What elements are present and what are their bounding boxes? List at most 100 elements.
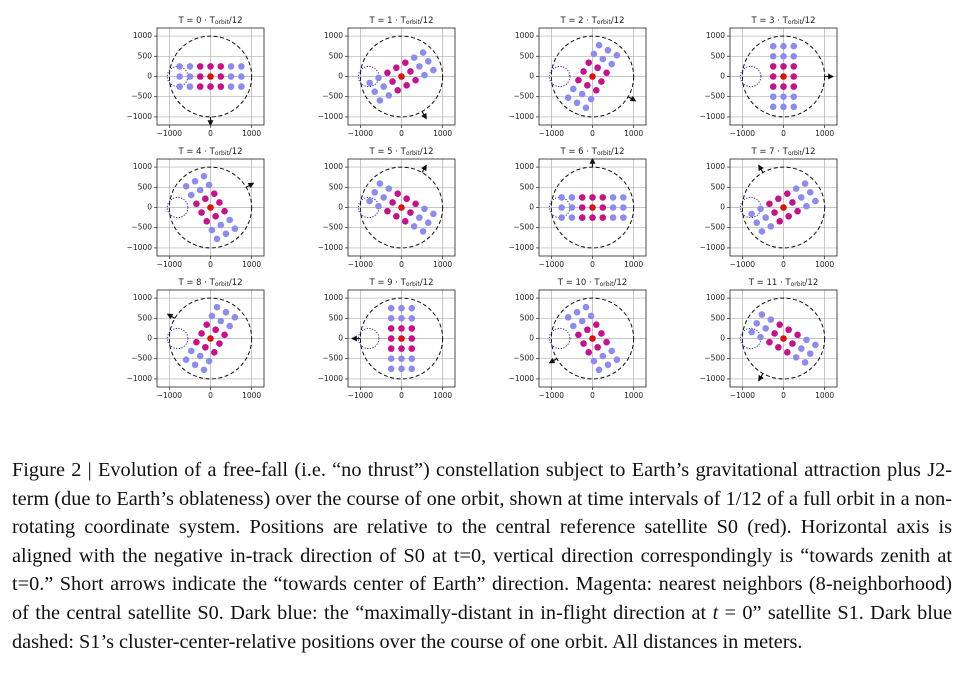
satellite-dot (801, 359, 809, 366)
satellite-dot (748, 328, 755, 336)
satellite-dot (424, 219, 432, 226)
dashed-circle (168, 35, 253, 118)
title-part: /12 (802, 16, 816, 26)
y-tick-label: 0 (147, 334, 152, 343)
subplot: −1000 0 1000 −1000 −500 0 500 1000 T = 9 · Torbi… (318, 278, 456, 400)
y-tick-label: 0 (529, 334, 534, 343)
title-part: /12 (229, 16, 243, 26)
satellite-dot (403, 81, 410, 89)
y-tick-label: −500 (322, 92, 343, 101)
satellite-dot (812, 341, 819, 349)
y-tick-label: 0 (720, 203, 725, 212)
satellite-dot (573, 308, 581, 316)
y-tick-label: −500 (704, 354, 725, 363)
satellite-dot (798, 194, 805, 201)
satellite-dot (412, 200, 419, 208)
satellite-dot (207, 204, 214, 211)
y-tick-label: 500 (329, 313, 344, 322)
subplot-title: T = 8 · Torbit/12 (177, 278, 242, 288)
satellite-dot (408, 325, 416, 332)
satellite-dot (589, 194, 596, 201)
satellite-dot (408, 345, 416, 352)
earth-direction-arrow (758, 164, 764, 173)
x-tick-label: 1000 (815, 260, 834, 269)
satellite-dot (620, 214, 627, 221)
satellite-dot (589, 214, 596, 221)
satellite-dot (196, 352, 204, 360)
satellite-dot (208, 312, 216, 320)
satellite-dot (203, 218, 211, 225)
satellite-dot (424, 58, 432, 65)
x-tick-label: 0 (399, 129, 404, 138)
satellite-dot (794, 331, 801, 339)
x-tick-label: −1000 (348, 260, 374, 269)
satellite-dot (212, 326, 219, 334)
satellite-dot (757, 333, 764, 341)
satellite-dot (780, 204, 787, 211)
satellite-dot (801, 180, 809, 187)
x-tick-label: −1000 (539, 391, 565, 400)
satellite-dot (212, 212, 219, 220)
satellite-dot (196, 83, 204, 90)
satellite-dot (806, 350, 814, 357)
y-tick-label: 500 (138, 313, 153, 322)
satellite-dot (568, 194, 576, 201)
satellite-dot (207, 73, 214, 80)
subplot-title: T = 11 · Torbit/12 (748, 278, 819, 288)
satellite-dot (408, 335, 416, 342)
satellite-dot (758, 311, 766, 318)
plot-frame (156, 158, 265, 257)
satellite-dot (384, 207, 391, 215)
satellite-dot (785, 212, 792, 220)
y-tick-label: −500 (131, 354, 152, 363)
satellite-dot (590, 50, 598, 58)
title-part: orbit (406, 150, 421, 157)
plot-frame (538, 289, 647, 388)
x-tick-label: −1000 (348, 129, 374, 138)
satellite-dot (769, 83, 777, 90)
satellite-dot (578, 317, 586, 325)
x-tick-label: 1000 (433, 260, 452, 269)
title-part: /12 (611, 16, 625, 26)
x-tick-label: 0 (208, 260, 213, 269)
y-tick-label: 500 (711, 51, 726, 60)
subplot-title: T = 10 · Torbit/12 (557, 278, 628, 288)
satellite-dot (790, 93, 798, 101)
satellite-dot (584, 326, 591, 334)
satellite-dot (595, 366, 603, 374)
satellite-dot (198, 209, 205, 216)
x-tick-label: −1000 (157, 391, 183, 400)
satellite-dot (776, 321, 784, 328)
satellite-dot (569, 322, 577, 330)
y-tick-label: 0 (529, 72, 534, 81)
subplot-title: T = 4 · Torbit/12 (177, 147, 242, 157)
satellite-dot (564, 313, 572, 321)
satellite-dot (380, 194, 387, 201)
subplot: −1000 0 1000 −1000 −500 0 500 1000 T = 5 · Torbi… (318, 147, 456, 269)
satellite-dot (599, 194, 607, 201)
caption-italic: t (712, 601, 719, 624)
satellite-dot (753, 219, 761, 226)
satellite-dot (762, 214, 769, 221)
y-tick-label: −1000 (127, 243, 153, 252)
title-part: T = 2 · T (559, 16, 597, 26)
satellite-dot (789, 340, 796, 347)
satellite-dot (398, 355, 405, 363)
dotted-circle (548, 65, 571, 88)
subplot-title: T = 7 · Torbit/12 (750, 147, 815, 157)
satellite-dot (769, 63, 777, 70)
satellite-dot (578, 204, 586, 211)
satellite-dot (207, 83, 214, 90)
satellite-dot (587, 312, 595, 320)
satellite-dot (599, 352, 607, 360)
satellite-dot (578, 194, 586, 201)
satellite-dot (767, 223, 775, 230)
satellite-dot (783, 190, 791, 197)
satellite-dot (384, 69, 391, 77)
satellite-dot (584, 81, 591, 89)
y-tick-label: 500 (520, 182, 535, 191)
satellite-dot (217, 63, 225, 70)
satellite-dot (196, 73, 204, 80)
satellite-dot (758, 228, 766, 235)
satellite-dot (389, 78, 396, 85)
